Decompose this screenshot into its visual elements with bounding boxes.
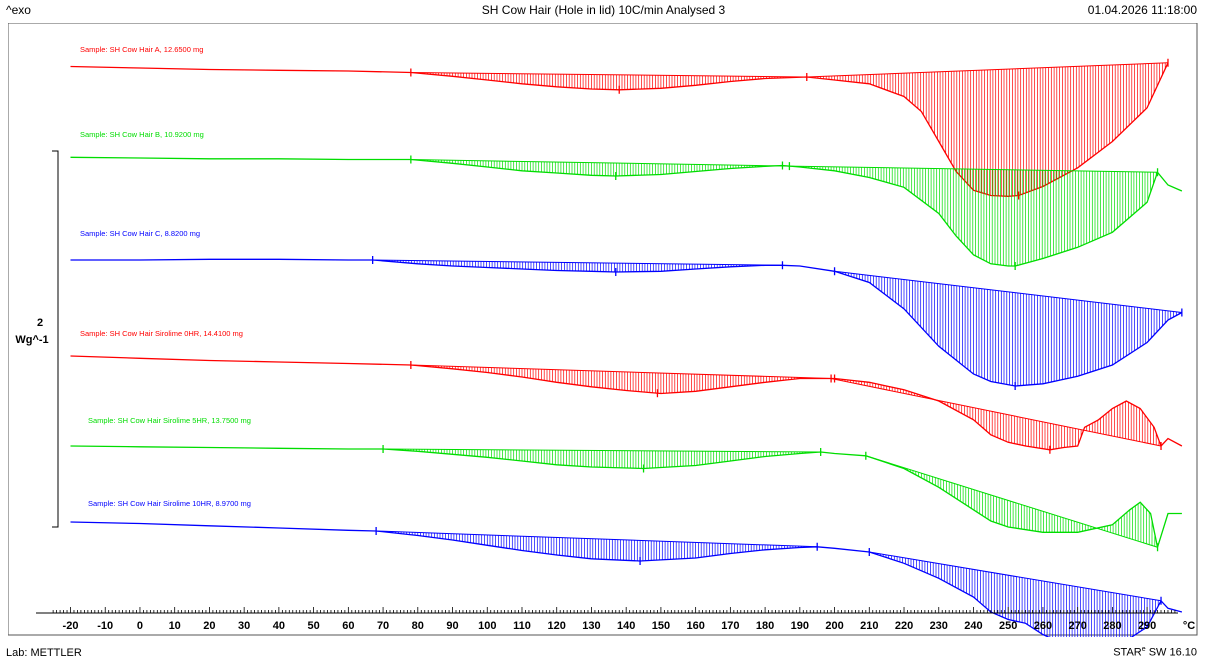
integration-baseline-1-1 bbox=[410, 72, 807, 78]
integration-area-2-1 bbox=[413, 159, 790, 176]
integration-baseline-5-2 bbox=[865, 455, 1158, 548]
integration-baseline-3-2 bbox=[834, 270, 1182, 313]
x-tick-label-210: 210 bbox=[860, 620, 878, 632]
x-tick-label-260: 260 bbox=[1034, 620, 1052, 632]
x-tick-label-100: 100 bbox=[478, 620, 496, 632]
integration-area-5-1 bbox=[385, 449, 820, 469]
integration-baseline-4-1 bbox=[410, 364, 832, 379]
series-label-5: Sample: SH Cow Hair Sirolime 5HR, 13.750… bbox=[88, 416, 251, 425]
integration-area-6-2 bbox=[871, 552, 1159, 637]
timestamp: 01.04.2026 11:18:00 bbox=[1087, 3, 1197, 17]
x-tick-label-40: 40 bbox=[273, 620, 285, 632]
series-6: Sample: SH Cow Hair Sirolime 10HR, 8.970… bbox=[70, 499, 1183, 637]
integration-area-2-2 bbox=[791, 166, 1157, 266]
x-tick-label--20: -20 bbox=[63, 620, 79, 632]
x-tick-label-270: 270 bbox=[1068, 620, 1086, 632]
integration-baseline-5-1 bbox=[383, 448, 821, 453]
x-tick-label-130: 130 bbox=[582, 620, 600, 632]
integration-baseline-6-2 bbox=[869, 551, 1162, 602]
x-tick-label-50: 50 bbox=[307, 620, 319, 632]
x-tick-label-140: 140 bbox=[617, 620, 635, 632]
x-tick-label-280: 280 bbox=[1103, 620, 1121, 632]
x-tick-label-90: 90 bbox=[446, 620, 458, 632]
integration-baseline-2-2 bbox=[789, 165, 1158, 173]
integration-baseline-3-1 bbox=[372, 259, 783, 266]
series-4: Sample: SH Cow Hair Sirolime 0HR, 14.410… bbox=[70, 329, 1183, 454]
x-tick-label-250: 250 bbox=[999, 620, 1017, 632]
series-5: Sample: SH Cow Hair Sirolime 5HR, 13.750… bbox=[70, 416, 1182, 552]
series-line-3 bbox=[70, 258, 1183, 387]
scale-bar-value: 2 bbox=[37, 317, 43, 329]
integration-area-1-1 bbox=[413, 72, 803, 90]
x-tick-label-180: 180 bbox=[756, 620, 774, 632]
x-tick-label-220: 220 bbox=[895, 620, 913, 632]
x-tick-label-120: 120 bbox=[548, 620, 566, 632]
x-axis-unit: °C bbox=[1183, 620, 1195, 632]
scale-bar-unit: Wg^-1 bbox=[15, 334, 48, 346]
x-tick-label-190: 190 bbox=[791, 620, 809, 632]
integration-baseline-1-2 bbox=[806, 62, 1168, 78]
x-tick-label-240: 240 bbox=[964, 620, 982, 632]
series-2: Sample: SH Cow Hair B, 10.9200 mg bbox=[70, 130, 1183, 270]
x-tick-label-290: 290 bbox=[1138, 620, 1156, 632]
integration-baseline-4-2 bbox=[830, 378, 1162, 447]
exo-direction-label: ^exo bbox=[6, 3, 31, 17]
x-tick-label-10: 10 bbox=[169, 620, 181, 632]
dsc-chart: 2 Wg^-1 Sample: SH Cow Hair A, 12.6500 m… bbox=[8, 23, 1198, 637]
plot-frame bbox=[8, 23, 1198, 636]
integration-area-4-2 bbox=[833, 378, 1160, 450]
series-label-1: Sample: SH Cow Hair A, 12.6500 mg bbox=[80, 45, 203, 54]
x-tick-label-0: 0 bbox=[137, 620, 143, 632]
scale-bar-bracket bbox=[52, 150, 59, 528]
x-tick-label-30: 30 bbox=[238, 620, 250, 632]
series-line-2 bbox=[70, 156, 1183, 267]
integration-area-1-2 bbox=[809, 62, 1166, 197]
x-tick-label-70: 70 bbox=[377, 620, 389, 632]
integration-area-4-1 bbox=[413, 365, 828, 394]
series-label-3: Sample: SH Cow Hair C, 8.8200 mg bbox=[80, 229, 200, 238]
software-mark: e bbox=[1141, 646, 1146, 654]
x-tick-label-230: 230 bbox=[930, 620, 948, 632]
series-3: Sample: SH Cow Hair C, 8.8200 mg bbox=[70, 229, 1183, 390]
integration-area-3-2 bbox=[836, 271, 1180, 386]
software-name: STAR bbox=[1113, 647, 1142, 659]
integration-baseline-2-1 bbox=[410, 159, 790, 167]
series-label-6: Sample: SH Cow Hair Sirolime 10HR, 8.970… bbox=[88, 499, 251, 508]
x-tick-label-170: 170 bbox=[721, 620, 739, 632]
scale-bar: 2 Wg^-1 bbox=[15, 150, 59, 528]
x-tick-label-160: 160 bbox=[686, 620, 704, 632]
integration-baseline-6-1 bbox=[376, 530, 818, 548]
x-tick-label-20: 20 bbox=[203, 620, 215, 632]
x-tick-label-200: 200 bbox=[825, 620, 843, 632]
x-tick-label-80: 80 bbox=[412, 620, 424, 632]
x-tick-label-110: 110 bbox=[513, 620, 531, 632]
series-label-4: Sample: SH Cow Hair Sirolime 0HR, 14.410… bbox=[80, 329, 243, 338]
chart-title: SH Cow Hair (Hole in lid) 10C/min Analys… bbox=[481, 3, 726, 17]
software-version-number: SW 16.10 bbox=[1145, 647, 1197, 659]
x-tick-label--10: -10 bbox=[97, 620, 113, 632]
lab-label: Lab: METTLER bbox=[6, 647, 82, 659]
x-tick-label-150: 150 bbox=[652, 620, 670, 632]
series-line-4 bbox=[70, 355, 1183, 451]
integration-area-3-1 bbox=[375, 260, 782, 272]
integration-area-6-1 bbox=[378, 531, 816, 561]
series-line-5 bbox=[70, 445, 1182, 548]
software-version: STARe SW 16.10 bbox=[1113, 646, 1197, 659]
series-label-2: Sample: SH Cow Hair B, 10.9200 mg bbox=[80, 130, 204, 139]
x-tick-label-60: 60 bbox=[342, 620, 354, 632]
